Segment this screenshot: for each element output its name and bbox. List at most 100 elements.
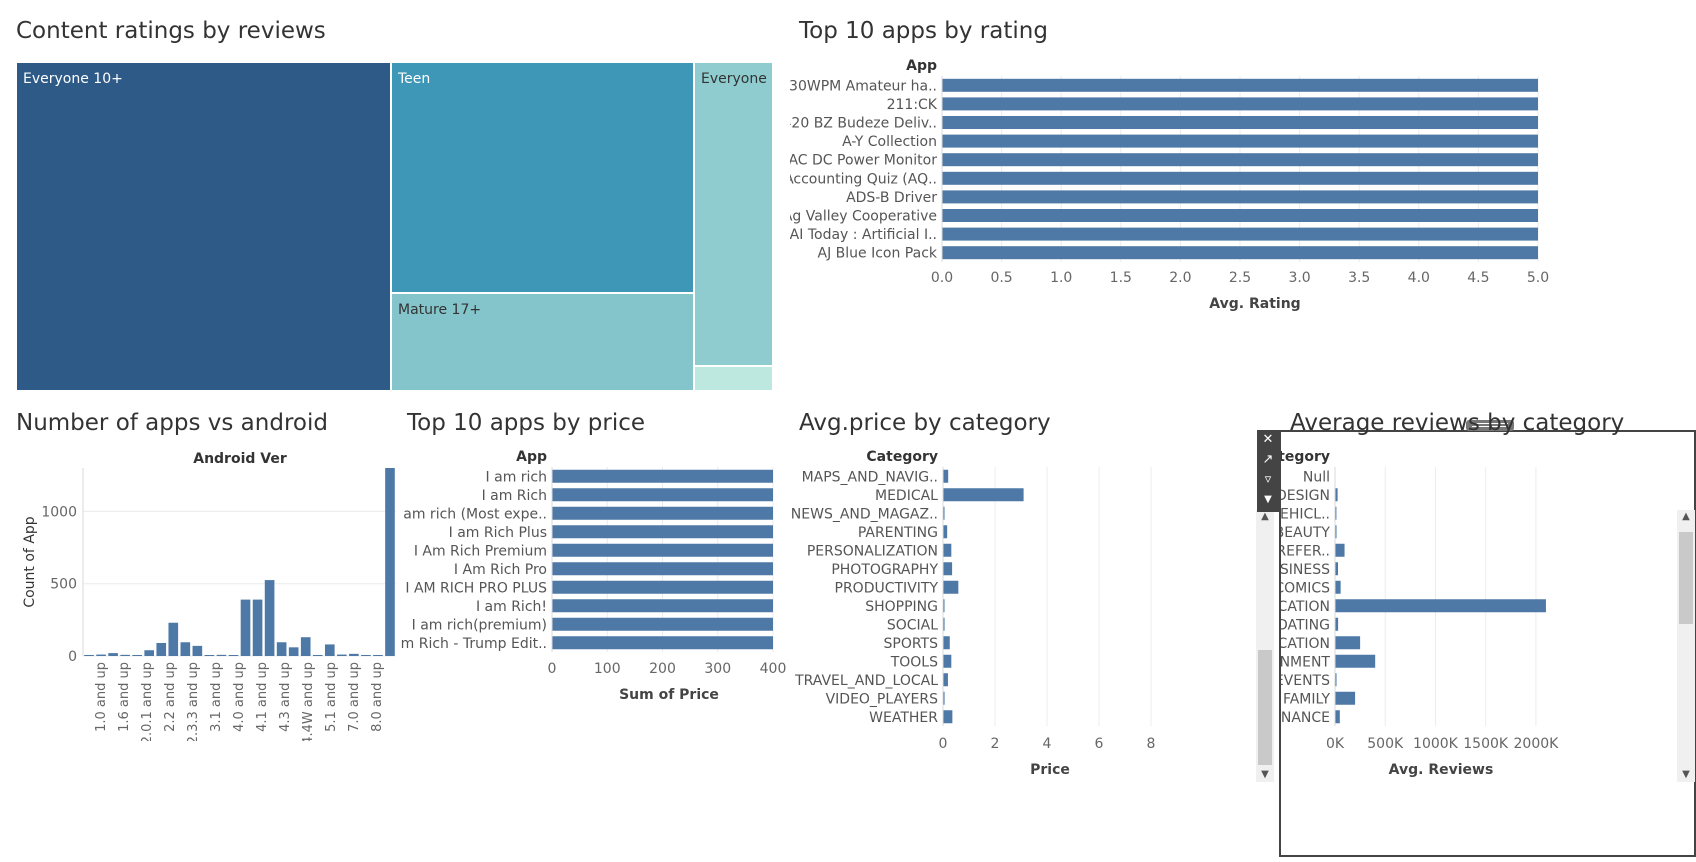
avg-reviews-scrollbar[interactable]: ▲ ▼ <box>1677 510 1695 782</box>
bar[interactable] <box>204 655 215 656</box>
bar[interactable] <box>942 134 1538 148</box>
treemap-tile[interactable] <box>391 62 694 293</box>
bar[interactable] <box>132 655 142 656</box>
bar[interactable] <box>552 488 773 502</box>
bar[interactable] <box>943 488 1024 502</box>
bar[interactable] <box>108 653 118 656</box>
bar[interactable] <box>942 246 1538 260</box>
bar[interactable] <box>943 617 945 631</box>
bar[interactable] <box>240 599 251 656</box>
bar[interactable] <box>1335 488 1338 502</box>
bar[interactable] <box>1335 506 1337 520</box>
bar[interactable] <box>943 543 952 557</box>
bar[interactable] <box>349 653 359 656</box>
filter-icon[interactable]: ▿ <box>1264 472 1272 487</box>
bar[interactable] <box>942 97 1538 111</box>
bar[interactable] <box>942 78 1538 92</box>
bar[interactable] <box>943 599 945 613</box>
bar[interactable] <box>1335 562 1339 576</box>
bar[interactable] <box>361 655 371 656</box>
bar[interactable] <box>324 644 335 656</box>
bar[interactable] <box>943 691 945 705</box>
treemap-tile[interactable] <box>694 62 773 366</box>
bar[interactable] <box>1335 599 1546 613</box>
bar[interactable] <box>300 637 311 656</box>
x-tick-label: 2.3.3 and up <box>186 662 201 741</box>
bar[interactable] <box>943 636 950 650</box>
bar[interactable] <box>337 654 347 656</box>
avg-reviews-chart[interactable]: Category Null ART_AND_DESIGN AUTO_AND_VEHIC… <box>1281 446 1681 851</box>
category-label: A-Y Collection <box>842 134 937 150</box>
avg-price-scrollbar[interactable]: ▲ ▼ <box>1256 510 1274 782</box>
bar[interactable] <box>1335 580 1341 594</box>
external-link-icon[interactable]: ↗ <box>1262 452 1274 467</box>
x-tick-label: 3.0 <box>1288 270 1310 286</box>
selected-worksheet-frame[interactable] <box>1279 430 1696 857</box>
x-tick-label: 500K <box>1367 736 1404 752</box>
bar[interactable] <box>942 153 1538 167</box>
bar[interactable] <box>943 580 959 594</box>
resize-handle[interactable] <box>1466 420 1514 431</box>
bar[interactable] <box>943 562 953 576</box>
treemap-tile[interactable] <box>391 293 694 391</box>
bar[interactable] <box>552 506 773 520</box>
bar[interactable] <box>168 622 179 656</box>
bar[interactable] <box>552 525 773 539</box>
top-rating-chart[interactable]: App 30WPM Amateur ha.. 211:CK 420 BZ Budeze… <box>790 55 1560 320</box>
bar[interactable] <box>288 647 299 656</box>
x-tick-label: 5.1 and up <box>324 662 339 732</box>
top-price-chart[interactable]: App I am rich I am Rich I am rich (Most exp… <box>400 446 790 708</box>
bar[interactable] <box>942 116 1538 129</box>
bar[interactable] <box>943 710 953 724</box>
bar[interactable] <box>1335 691 1356 705</box>
bar[interactable] <box>385 468 395 656</box>
bar[interactable] <box>942 227 1538 241</box>
treemap-tile[interactable] <box>16 62 391 391</box>
android-chart[interactable]: 0 500 1000 Android Ver Count of App 1.0 and u… <box>16 446 400 741</box>
bar[interactable] <box>1335 543 1345 557</box>
bar[interactable] <box>228 655 239 656</box>
bar[interactable] <box>943 673 948 687</box>
bar[interactable] <box>552 636 773 650</box>
bar[interactable] <box>252 599 263 656</box>
bar[interactable] <box>180 642 191 656</box>
bar[interactable] <box>942 209 1538 222</box>
bar[interactable] <box>552 562 773 576</box>
bar[interactable] <box>373 655 383 656</box>
dropdown-icon[interactable]: ▼ <box>1264 494 1272 505</box>
bar[interactable] <box>156 642 167 656</box>
category-label: I AM RICH PRO PLUS <box>405 580 547 596</box>
bar[interactable] <box>942 190 1538 204</box>
avg-price-chart[interactable]: Category MAPS_AND_NAVIG.. MEDICAL NEWS_AND_… <box>790 446 1165 786</box>
bar[interactable] <box>192 645 203 656</box>
bar[interactable] <box>1335 636 1361 650</box>
treemap-tile[interactable] <box>694 366 773 391</box>
bar[interactable] <box>276 642 287 656</box>
close-icon[interactable]: ✕ <box>1262 432 1274 447</box>
bar[interactable] <box>1335 710 1340 724</box>
x-tick-label: 2.5 <box>1229 270 1251 286</box>
bar[interactable] <box>312 655 323 656</box>
bar[interactable] <box>84 655 94 656</box>
bar[interactable] <box>942 171 1538 185</box>
bar[interactable] <box>552 599 773 613</box>
bar[interactable] <box>552 580 773 594</box>
bar[interactable] <box>1335 525 1337 539</box>
top-rating-title: Top 10 apps by rating <box>799 18 1048 44</box>
bar[interactable] <box>552 469 773 483</box>
bar[interactable] <box>264 580 275 656</box>
bar[interactable] <box>120 654 130 656</box>
bar[interactable] <box>943 654 952 668</box>
bar[interactable] <box>943 525 948 539</box>
bar[interactable] <box>1335 617 1339 631</box>
bar[interactable] <box>144 650 155 656</box>
bar[interactable] <box>943 469 949 483</box>
bar[interactable] <box>1335 654 1376 668</box>
bar[interactable] <box>943 506 945 520</box>
bar[interactable] <box>552 617 773 631</box>
bar[interactable] <box>216 654 227 656</box>
bar[interactable] <box>552 543 773 557</box>
treemap-chart[interactable]: Everyone 10+ Teen Mature 17+ Everyone <box>16 62 776 392</box>
bar[interactable] <box>1335 673 1337 687</box>
bar[interactable] <box>96 654 106 656</box>
